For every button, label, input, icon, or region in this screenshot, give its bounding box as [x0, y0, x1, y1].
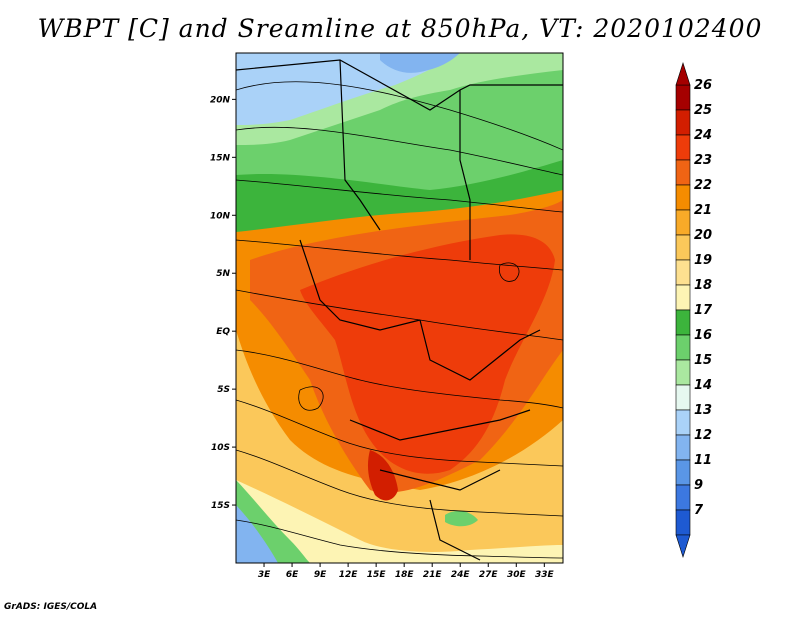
longitude-axis: 3E 6E 9E 12E 15E 18E 21E 24E 27E 30E 33E	[258, 563, 555, 580]
colorbar-swatch-3	[675, 159, 691, 186]
colorbar-label: 7	[694, 503, 704, 518]
lat-tick-label: 5N	[216, 269, 230, 279]
colorbar-label: 13	[694, 403, 712, 418]
colorbar-label: 19	[694, 253, 712, 268]
colorbar-label: 25	[694, 103, 712, 118]
colorbar-label: 24	[694, 128, 712, 143]
lat-tick-label: 10N	[210, 211, 231, 221]
colorbar-swatch-5	[675, 209, 691, 236]
colorbar-swatch-9	[675, 309, 691, 336]
lon-tick-label: 24E	[451, 570, 471, 580]
colorbar-label: 9	[694, 478, 703, 493]
lat-tick-label: 20N	[210, 95, 231, 105]
footer-credit: GrADS: IGES/COLA	[4, 602, 98, 612]
colorbar: 26 25 24 23 22 21 20 19 18 17 16 15 14 13 12 11 9 7	[675, 62, 713, 558]
colorbar-label: 12	[694, 428, 712, 443]
colorbar-swatch-1	[675, 109, 691, 136]
field-sw-blue	[236, 505, 278, 563]
colorbar-swatch-15	[675, 459, 691, 486]
colorbar-label: 21	[694, 203, 712, 218]
lon-tick-label: 6E	[286, 570, 299, 580]
colorbar-top-arrow	[675, 62, 691, 86]
field-band-18	[236, 480, 563, 563]
map-frame	[235, 52, 564, 564]
wbpt-field	[236, 53, 563, 563]
lon-tick-label: 27E	[479, 570, 499, 580]
colorbar-label: 18	[694, 278, 712, 293]
colorbar-label: 14	[694, 378, 712, 393]
colorbar-label: 16	[694, 328, 712, 343]
colorbar-swatch-7	[675, 259, 691, 286]
field-band-13	[380, 53, 460, 73]
lon-tick-label: 21E	[423, 570, 443, 580]
lon-tick-label: 15E	[367, 570, 387, 580]
lon-tick-label: 9E	[314, 570, 327, 580]
colorbar-swatch-10	[675, 334, 691, 361]
lat-tick-label: 10S	[211, 443, 230, 453]
colorbar-swatch-16	[675, 484, 691, 511]
colorbar-label: 11	[694, 453, 712, 468]
colorbar-swatch-11	[675, 359, 691, 386]
lon-tick-label: 18E	[395, 570, 415, 580]
colorbar-swatch-12	[675, 384, 691, 411]
lat-tick-label: EQ	[216, 327, 230, 337]
lat-tick-label: 5S	[217, 385, 230, 395]
lon-tick-label: 12E	[339, 570, 359, 580]
colorbar-swatch-17	[675, 509, 691, 536]
field-se-green	[445, 510, 478, 527]
colorbar-swatch-13	[675, 409, 691, 436]
latitude-axis: 20N 15N 10N 5N EQ 5S 10S 15S	[210, 95, 236, 511]
colorbar-label: 15	[694, 353, 712, 368]
colorbar-swatch-0	[675, 84, 691, 111]
map-title: WBPT [C] and Sreamline at 850hPa, VT: 20…	[37, 14, 763, 43]
colorbar-label: 26	[694, 78, 712, 93]
colorbar-swatch-8	[675, 284, 691, 311]
colorbar-label: 17	[694, 303, 713, 318]
colorbar-swatch-14	[675, 434, 691, 461]
field-band-24	[300, 234, 555, 474]
colorbar-swatch-4	[675, 184, 691, 211]
field-band-25	[367, 450, 398, 501]
lat-tick-label: 15S	[211, 501, 230, 511]
lat-tick-label: 15N	[210, 153, 231, 163]
colorbar-label: 22	[694, 178, 712, 193]
colorbar-swatch-2	[675, 134, 691, 161]
lon-tick-label: 3E	[258, 570, 271, 580]
lon-tick-label: 30E	[507, 570, 527, 580]
colorbar-label: 20	[694, 228, 712, 243]
colorbar-bottom-arrow	[675, 534, 691, 558]
streamlines	[236, 81, 563, 559]
colorbar-swatch-6	[675, 234, 691, 261]
colorbar-label: 23	[694, 153, 712, 168]
country-borders	[236, 59, 563, 561]
lon-tick-label: 33E	[535, 570, 555, 580]
